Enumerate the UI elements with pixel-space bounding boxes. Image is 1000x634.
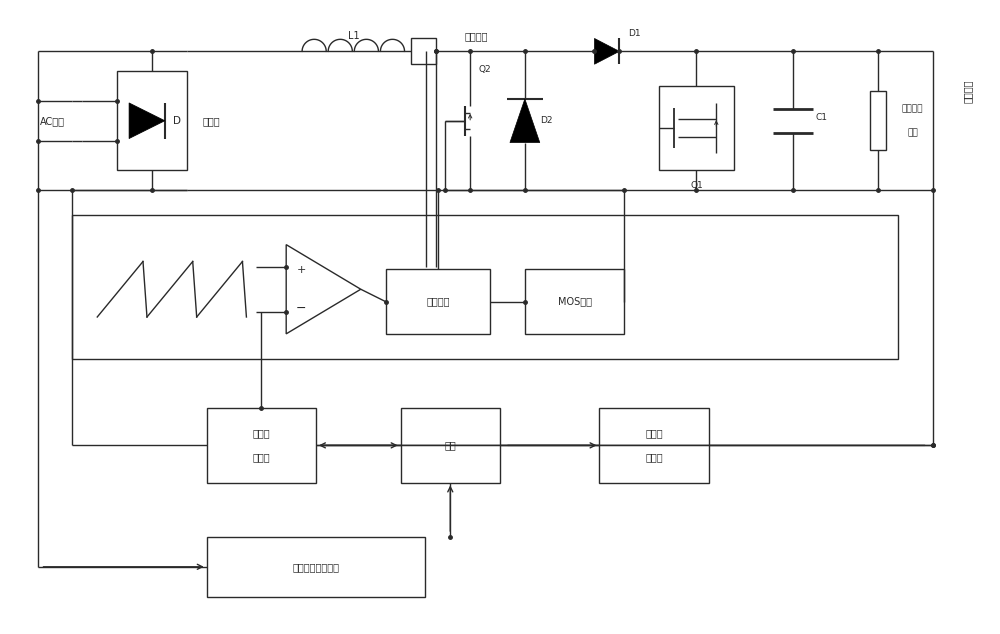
Text: 设备: 设备 [907, 128, 918, 137]
Text: 电流环: 电流环 [645, 429, 663, 439]
Bar [411, 39, 436, 64]
Text: D: D [173, 116, 181, 126]
Bar [525, 269, 624, 334]
Text: 整流器: 整流器 [203, 116, 220, 126]
Bar [207, 537, 425, 597]
Text: AC电压: AC电压 [40, 116, 65, 126]
Text: C1: C1 [815, 113, 827, 122]
Text: 电流采样: 电流采样 [464, 32, 488, 41]
Text: +: + [296, 264, 306, 275]
Bar [207, 408, 316, 482]
Bar [659, 86, 734, 171]
Bar [386, 269, 490, 334]
Text: 电压环: 电压环 [253, 429, 270, 439]
Bar [870, 91, 886, 150]
Text: 死区控制: 死区控制 [426, 297, 450, 307]
Text: D2: D2 [540, 116, 553, 126]
Text: 耦合: 耦合 [444, 441, 456, 450]
Polygon shape [129, 103, 165, 139]
Bar [72, 215, 898, 359]
Text: Q1: Q1 [690, 181, 703, 190]
Text: −: − [296, 302, 306, 315]
Bar [401, 408, 500, 482]
Text: 后端用电: 后端用电 [902, 105, 923, 113]
Text: 电压采样: 电压采样 [962, 79, 972, 103]
Bar [117, 71, 187, 171]
Polygon shape [594, 39, 619, 64]
Polygon shape [510, 99, 540, 143]
Text: 控制器: 控制器 [253, 452, 270, 462]
Bar [599, 408, 709, 482]
Text: 控制器: 控制器 [645, 452, 663, 462]
Text: MOS驱动: MOS驱动 [558, 297, 592, 307]
Text: 滤波移相限幅电路: 滤波移相限幅电路 [293, 562, 340, 572]
Text: L1: L1 [348, 32, 359, 41]
Text: Q2: Q2 [479, 65, 491, 74]
Text: D1: D1 [628, 29, 641, 38]
